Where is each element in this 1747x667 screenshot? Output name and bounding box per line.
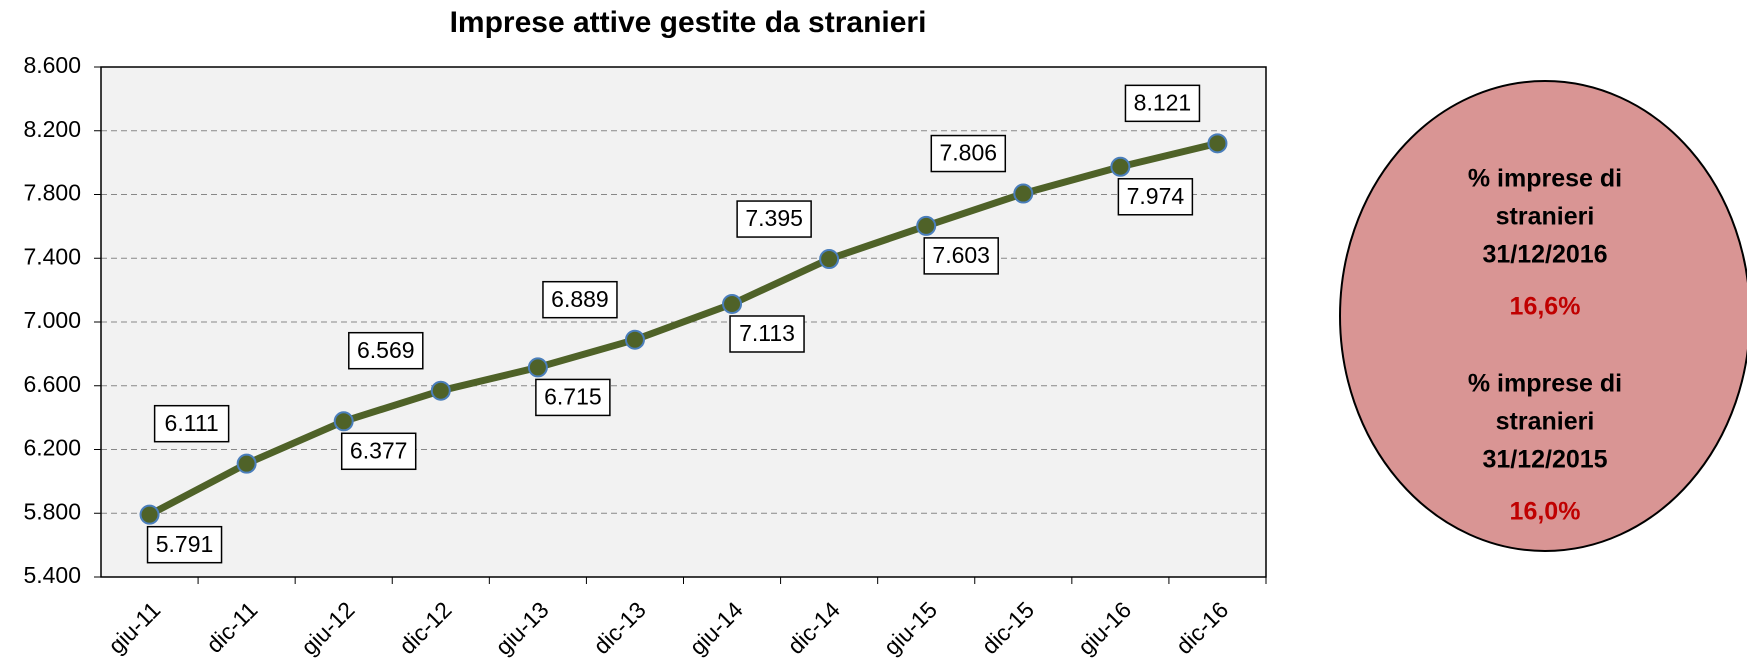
data-point [1207,133,1228,154]
data-label: 5.791 [156,531,214,557]
x-tick-label: dic-13 [588,596,651,659]
data-point [236,453,257,474]
y-tick-label: 7.800 [23,180,81,206]
data-label-box [1117,178,1194,216]
x-tick-label: giu-16 [1073,596,1137,660]
data-point [527,357,548,378]
series-line [147,139,1219,518]
data-point [1013,183,1034,204]
x-tick-label: dic-12 [394,596,457,659]
data-label: 6.889 [551,286,609,312]
data-label: 7.395 [745,205,803,231]
data-label: 6.377 [350,437,408,463]
data-point [139,504,160,525]
data-point [430,380,451,401]
data-label-box [146,525,223,564]
info-ellipse [1339,80,1747,552]
data-label-box [153,404,230,443]
x-tick-label: dic-16 [1171,596,1234,659]
y-tick-label: 6.200 [23,435,81,461]
data-label-box [340,432,417,471]
annotation-text: % imprese di [1468,165,1622,193]
annotation-text: % imprese di [1468,370,1622,398]
x-tick-label: giu-14 [684,596,748,660]
data-point [624,329,645,350]
data-label: 7.974 [1127,183,1185,209]
annotation-text: stranieri [1496,203,1595,231]
data-label: 6.715 [544,384,602,410]
annotation-text: 31/12/2015 [1482,446,1607,474]
chart-title: Imprese attive gestite da stranieri [450,6,927,39]
data-label: 7.113 [739,320,795,346]
y-tick-label: 5.800 [23,498,81,524]
data-label-box [348,331,424,370]
data-label: 7.806 [940,140,998,166]
data-point [1110,156,1131,177]
data-label-box [923,237,999,275]
y-tick-label: 8.600 [23,52,81,78]
data-label-box [930,134,1007,173]
x-tick-label: giu-15 [878,596,942,660]
annotation-value: 16,0% [1510,498,1581,526]
y-tick-label: 7.000 [23,307,81,333]
data-label: 8.121 [1134,89,1192,115]
x-tick-label: dic-14 [782,596,845,659]
data-point [333,411,354,432]
data-label-box [542,280,618,319]
data-label: 7.603 [932,242,990,268]
data-label: 6.111 [165,410,219,436]
annotation-text: 31/12/2016 [1482,241,1607,269]
data-label: 6.569 [357,337,415,363]
data-point [819,249,840,270]
x-tick-label: giu-12 [296,596,360,660]
y-tick-label: 7.400 [23,243,81,269]
data-point [916,215,937,236]
x-tick-label: giu-13 [490,596,554,660]
data-label-box [1124,84,1201,123]
data-label-box [729,315,805,353]
data-label-box [535,378,611,417]
y-tick-label: 5.400 [23,562,81,588]
data-point [722,293,743,314]
y-tick-label: 8.200 [23,116,81,142]
annotation-text: stranieri [1496,408,1595,436]
x-tick-label: dic-15 [976,596,1039,659]
data-label-box [736,200,812,238]
annotation-value: 16,6% [1510,293,1581,321]
x-tick-label: giu-11 [103,596,165,658]
y-tick-label: 6.600 [23,371,81,397]
x-tick-label: dic-11 [201,596,262,657]
